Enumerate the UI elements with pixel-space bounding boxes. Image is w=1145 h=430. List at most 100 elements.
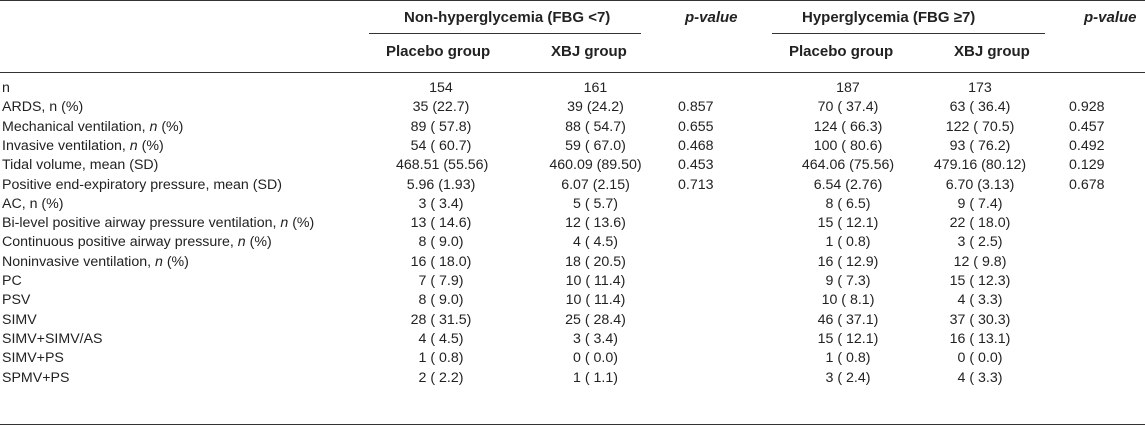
cell-c6: 0.129 [1069,157,1105,174]
row-label-suffix: (%) [157,118,184,135]
table-row: SIMV+SIMV/AS 4 ( 4.5) 3 ( 3.4) 15 ( 12.1) 16… [0,330,1145,349]
subheader-placebo-2: Placebo group [789,43,894,60]
cell-c5: 6.70 (3.13) [945,176,1015,193]
cell-c1: 2 ( 2.2) [418,369,464,386]
row-label-text: SIMV [2,311,37,328]
cell-c5: 4 ( 3.3) [957,292,1003,309]
cell-c6: 0.928 [1069,99,1105,116]
cell-c4: 1 ( 0.8) [825,234,871,251]
table-row: Continuous positive airway pressure, n (… [0,233,1145,252]
cell-c4: 9 ( 7.3) [825,273,871,289]
subheader-xbj-2: XBJ group [954,43,1030,60]
row-label-text: Continuous positive airway pressure, [2,234,238,251]
row-label-italic: n [280,215,289,232]
cell-c4: 16 ( 12.9) [817,253,879,270]
row-label: Invasive ventilation, n (%) [2,137,164,156]
cell-c5: 122 ( 70.5) [945,118,1015,135]
row-label-suffix: (%) [162,253,189,270]
table-row: AC, n (%) 3 ( 3.4) 5 ( 5.7) 8 ( 6.5) 9 ( 7.4… [0,195,1145,214]
cell-c4: 15 ( 12.1) [817,215,879,232]
cell-c1: 16 ( 18.0) [410,253,472,270]
row-label-text: Tidal volume, mean (SD) [2,157,159,174]
cell-c5: 0 ( 0.0) [957,350,1003,367]
cell-c2: 39 (24.2) [567,99,624,116]
row-label-text: Invasive ventilation, [2,137,130,154]
row-label-italic: n [149,118,158,135]
row-label-text: AC, n (%) [2,195,64,212]
cell-c1: 35 (22.7) [412,99,470,116]
row-label-text: Mechanical ventilation, [2,118,150,135]
cell-c1: 28 ( 31.5) [410,311,472,328]
cell-c1: 8 ( 9.0) [418,234,464,251]
cell-c3: 0.468 [678,137,714,154]
cell-c2: 4 ( 4.5) [573,234,618,251]
row-label-italic: n [155,253,163,270]
row-label: Mechanical ventilation, n (%) [2,118,183,137]
cell-c2: 18 ( 20.5) [565,253,626,270]
cell-c1: 5.96 (1.93) [406,176,476,193]
cell-c4: 1 ( 0.8) [825,350,871,367]
cell-c4: 10 ( 8.1) [821,292,875,309]
header-pvalue-2: p-value [1084,9,1137,26]
table-row: ARDS, n (%) 35 (22.7) 39 (24.2) 0.857 70 ( 3… [0,98,1145,117]
cell-c5: 93 ( 76.2) [949,137,1011,154]
pvalue-1-text: p-value [685,9,738,26]
table-row: Mechanical ventilation, n (%) 89 ( 57.8) 8… [0,118,1145,137]
row-label: Noninvasive ventilation, n (%) [2,253,189,272]
row-label-text: ARDS, n (%) [2,99,84,116]
cell-c1: 1 ( 0.8) [418,350,464,367]
table-row: SIMV 28 ( 31.5) 25 ( 28.4) 46 ( 37.1) 37 ( 3… [0,311,1145,330]
row-label-text: Bi-level positive airway pressure ventil… [2,215,281,232]
row-label-text: PSV [2,292,31,309]
table-row: Positive end-expiratory pressure, mean (… [0,176,1145,195]
cell-c4: 8 ( 6.5) [825,195,871,212]
cell-c4: 464.06 (75.56) [801,157,895,174]
cell-c6: 0.492 [1069,137,1105,154]
cell-c2: 10 ( 11.4) [565,273,626,289]
header-pvalue-1: p-value [685,9,738,26]
table-row: PSV 8 ( 9.0) 10 ( 11.4) 10 ( 8.1) 4 ( 3.3) [0,291,1145,310]
cell-c2: 161 [583,80,608,96]
row-label: SIMV+SIMV/AS [2,330,103,349]
cell-c5: 16 ( 13.1) [949,330,1011,347]
cell-c2: 6.07 (2.15) [561,176,630,193]
table-row: Invasive ventilation, n (%) 54 ( 60.7) 59 … [0,137,1145,156]
header-rule [0,72,1145,73]
cell-c1: 468.51 (55.56) [396,157,489,174]
cell-c5: 22 ( 18.0) [949,215,1011,232]
cell-c4: 6.54 (2.76) [813,176,883,193]
header-non-hyperglycemia: Non-hyperglycemia (FBG <7) [404,9,611,26]
cell-c3: 0.857 [678,99,714,116]
row-label: Positive end-expiratory pressure, mean (… [2,176,282,195]
row-label-text: SIMV+PS [2,350,64,367]
table-row: Noninvasive ventilation, n (%) 16 ( 18.0)… [0,253,1145,272]
row-label-text: PC [2,273,22,289]
table-row: Tidal volume, mean (SD) 468.51 (55.56) 460… [0,156,1145,175]
cell-c3: 0.713 [678,176,714,193]
row-label-text: n [2,80,10,96]
row-label: PC [2,272,22,291]
cell-c2: 3 ( 3.4) [573,330,618,347]
row-label: Bi-level positive airway pressure ventil… [2,214,314,233]
cell-c5: 12 ( 9.8) [953,253,1007,270]
row-label-text: Noninvasive ventilation, [2,253,155,270]
cell-c2: 25 ( 28.4) [565,311,626,328]
cell-c3: 0.655 [678,118,714,135]
cell-c4: 46 ( 37.1) [817,311,879,328]
row-label: ARDS, n (%) [2,98,83,117]
cell-c2: 1 ( 1.1) [573,369,618,386]
table-row: Bi-level positive airway pressure ventil… [0,214,1145,233]
row-label: SPMV+PS [2,369,69,388]
header-hyperglycemia: Hyperglycemia (FBG ≥7) [802,9,976,26]
cell-c1: 89 ( 57.8) [410,118,472,135]
table-row: SIMV+PS 1 ( 0.8) 0 ( 0.0) 1 ( 0.8) 0 ( 0.0) [0,349,1145,368]
group2-underline [772,33,1045,34]
cell-c1: 7 ( 7.9) [418,273,464,289]
cell-c5: 15 ( 12.3) [949,273,1011,289]
cell-c5: 63 ( 36.4) [949,99,1011,116]
cell-c2: 5 ( 5.7) [573,195,618,212]
row-label-suffix: (%) [245,234,272,251]
group1-underline [369,33,641,34]
subheader-placebo-1: Placebo group [386,43,491,60]
cell-c4: 70 ( 37.4) [817,99,879,116]
